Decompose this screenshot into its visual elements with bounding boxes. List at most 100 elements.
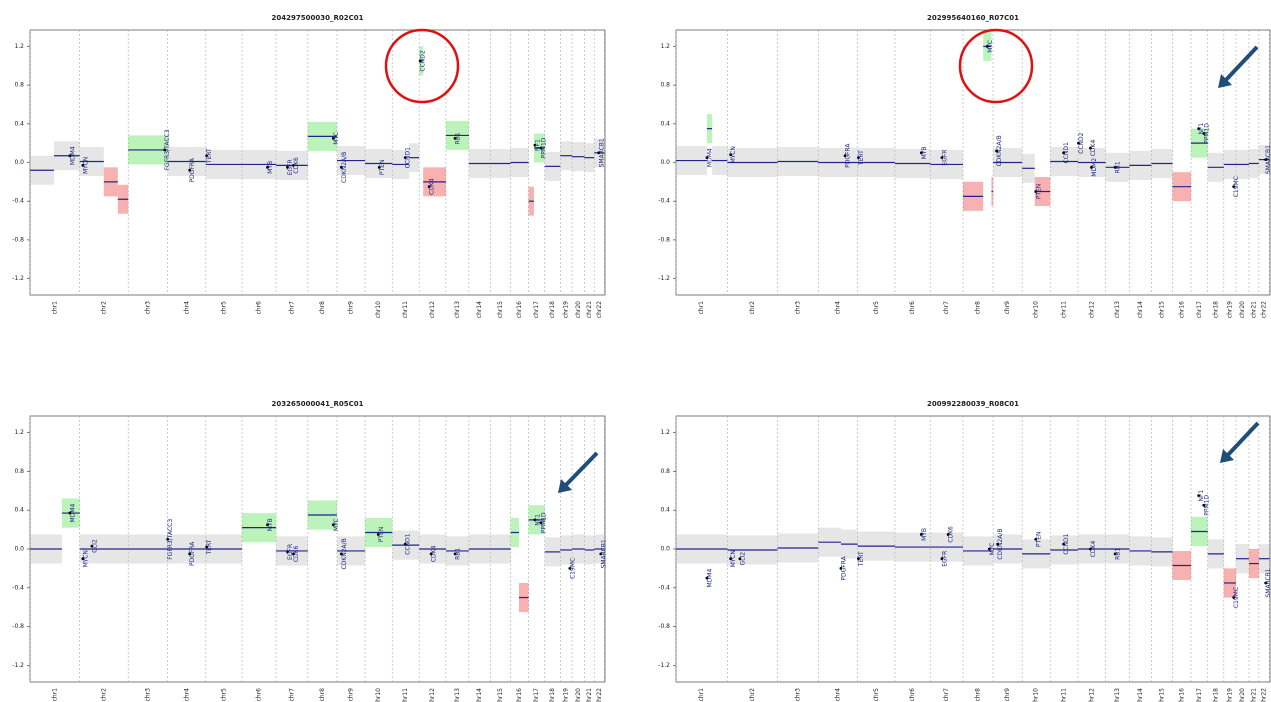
gene-label: EGFR	[941, 551, 948, 567]
x-tick-label: chr16	[516, 688, 523, 702]
x-tick-label: chr17	[1196, 688, 1203, 702]
x-tick-label: chr11	[402, 688, 409, 702]
gene-marker	[68, 154, 72, 158]
x-tick-label: chr3	[794, 301, 801, 315]
x-tick-label: chr5	[873, 688, 880, 702]
gene-marker	[403, 542, 407, 546]
highlight-circle	[958, 28, 1034, 104]
gene-label: MYC	[333, 518, 340, 531]
y-tick-label: -0.8	[12, 236, 24, 243]
x-tick-label: chr2	[749, 688, 756, 702]
x-tick-label: chr15	[497, 301, 504, 318]
x-tick-label: chr12	[429, 301, 436, 318]
gene-label: CCND2	[1078, 132, 1085, 153]
x-tick-label: chr8	[319, 688, 326, 702]
gene-marker	[81, 557, 85, 561]
x-tick-label: chr7	[288, 688, 295, 702]
x-tick-label: chr19	[563, 301, 570, 318]
gene-marker	[205, 154, 209, 158]
x-tick-label: chr12	[1088, 688, 1095, 702]
x-tick-label: chr8	[975, 688, 982, 702]
gene-label: PPM1D	[540, 137, 547, 158]
x-tick-label: chr7	[288, 301, 295, 315]
y-tick-label: -1.2	[12, 275, 24, 282]
y-tick-label: 0.8	[660, 82, 670, 89]
x-tick-label: chr14	[476, 688, 483, 702]
gene-marker	[1202, 503, 1206, 507]
x-tick-label: chr2	[100, 301, 107, 315]
gene-label: MYC	[333, 132, 340, 145]
gene-marker	[1232, 185, 1236, 189]
y-tick-label: -0.8	[658, 623, 670, 630]
gene-label: PDGFRA	[840, 555, 847, 580]
gene-label: MDM4	[69, 146, 76, 165]
gene-marker	[539, 146, 543, 150]
gene-marker	[1062, 151, 1066, 155]
gene-label: EGFR	[287, 544, 294, 560]
arrow-shaft	[562, 451, 599, 489]
gene-label: MYCN	[82, 550, 89, 567]
x-tick-label: chr2	[749, 301, 756, 315]
x-tick-label: chr21	[586, 688, 593, 702]
gene-label: CDKN2A/B	[341, 152, 348, 183]
gene-label: GLI2	[739, 552, 746, 566]
x-tick-label: chr13	[1114, 301, 1121, 318]
gene-marker	[1034, 190, 1038, 193]
gene-marker	[1202, 132, 1206, 135]
x-tick-label: chr9	[348, 301, 355, 315]
gene-label: MDM4	[706, 569, 713, 588]
gene-marker	[705, 576, 709, 580]
arrow-head	[1218, 74, 1232, 88]
gene-label: CDK6	[948, 526, 955, 543]
x-tick-label: chr7	[943, 301, 950, 315]
x-tick-label: chr6	[909, 301, 916, 315]
gene-marker	[857, 156, 860, 160]
gene-label: RB1	[455, 132, 462, 144]
x-tick-label: chr9	[1004, 301, 1011, 315]
gene-label: RB1	[455, 548, 462, 560]
gene-label: C19MC	[569, 558, 576, 579]
x-tick-label: chr3	[794, 688, 801, 702]
x-tick-label: chr5	[220, 688, 227, 702]
x-tick-label: chr16	[516, 301, 523, 318]
gene-label: SMARCB1	[1265, 568, 1271, 597]
gene-marker	[599, 552, 603, 556]
gene-label: NF1	[534, 139, 541, 151]
x-tick-label: chr20	[1239, 688, 1246, 702]
x-tick-label: chr3	[144, 688, 151, 702]
gene-marker	[418, 59, 422, 63]
y-tick-label: 1.2	[14, 429, 24, 436]
gene-marker	[1113, 165, 1117, 169]
gene-label: MYB	[921, 528, 928, 541]
gene-label: TERT	[206, 539, 213, 555]
gene-marker	[453, 552, 457, 556]
y-tick-label: 0.4	[14, 507, 24, 514]
gene-label: MDM2	[1091, 158, 1098, 177]
x-tick-label: chr11	[1061, 688, 1068, 702]
y-tick-label: 0.0	[660, 546, 670, 553]
gene-marker	[81, 164, 85, 167]
y-tick-label: 0.0	[14, 159, 24, 166]
x-tick-label: chr7	[943, 688, 950, 702]
x-tick-label: chr20	[575, 688, 582, 702]
gene-label: MYB	[921, 146, 928, 159]
gene-label: PPM1D	[1203, 495, 1210, 516]
x-tick-label: chr5	[873, 301, 880, 315]
x-tick-label: chr3	[144, 301, 151, 315]
gene-label: PTEN	[379, 160, 386, 176]
y-tick-label: 0.0	[14, 546, 24, 553]
gene-marker	[539, 521, 543, 525]
x-tick-label: chr20	[1239, 301, 1246, 318]
gene-marker	[729, 557, 733, 561]
gene-label: PPM1D	[540, 512, 547, 533]
gene-marker	[266, 523, 269, 527]
x-tick-label: chr18	[1212, 688, 1219, 702]
x-tick-label: chr22	[596, 688, 603, 702]
gene-label: GLI2	[91, 539, 98, 553]
gene-marker	[996, 542, 1000, 546]
gene-marker	[568, 567, 572, 570]
gene-label: FGFR3/TACC3	[164, 129, 171, 170]
gene-marker	[839, 567, 843, 570]
panel: 203265000041_R05C01 1.2 0.8 0.4 0.0 -0.4 -0.8 -…	[12, 400, 607, 702]
gene-label: EGFR	[287, 159, 294, 175]
